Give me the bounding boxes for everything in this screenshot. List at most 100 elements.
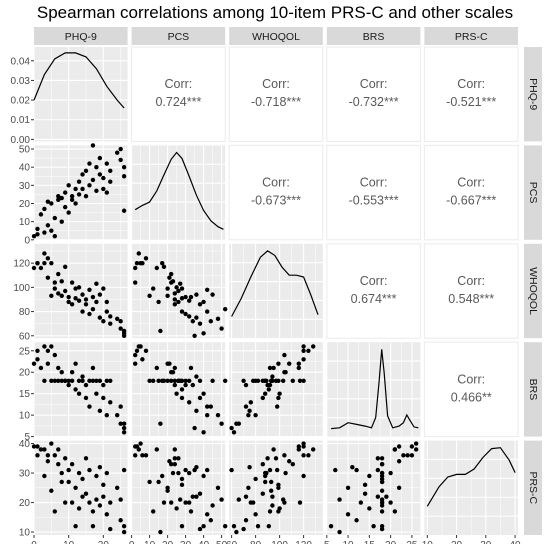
scatter-point <box>405 453 410 458</box>
scatter-point <box>194 494 199 499</box>
scatter-point <box>263 378 268 384</box>
scatter-point <box>379 488 385 493</box>
scatter-point <box>197 395 203 401</box>
scatter-point <box>179 286 185 291</box>
corr-value-pcs-brs: -0.553*** <box>349 194 399 208</box>
scatter-point <box>273 456 279 461</box>
scatter-point <box>241 526 246 532</box>
scatter-point <box>101 186 106 192</box>
scatter-point <box>31 444 37 449</box>
scatter-point <box>108 378 113 384</box>
scatter-point <box>97 315 103 320</box>
scatter-point <box>392 509 398 514</box>
scatter-point <box>201 391 206 396</box>
scatter-point <box>379 526 385 532</box>
scatter-point <box>62 264 68 269</box>
y-tick-label: 40 <box>19 439 31 450</box>
scatter-point <box>151 509 156 514</box>
y-tick-label: 80 <box>19 307 31 318</box>
scatter-point <box>192 333 197 338</box>
scatter-point <box>56 197 61 203</box>
y-tick-label: 0.03 <box>11 76 31 87</box>
scatter-point <box>392 447 398 452</box>
scatter-point <box>396 485 402 490</box>
scatter-point <box>179 482 185 488</box>
scatter-point <box>31 265 37 271</box>
scatter-point <box>161 500 167 505</box>
corr-label: Corr: <box>457 77 485 91</box>
scatter-point <box>362 491 368 496</box>
scatter-point <box>413 447 419 452</box>
scatter-point <box>188 365 194 371</box>
scatter-point <box>201 473 206 479</box>
scatter-point <box>56 447 61 452</box>
scatter-point <box>267 509 273 514</box>
scatter-point <box>215 412 221 418</box>
scatter-point <box>97 155 103 161</box>
scatter-point <box>45 361 51 366</box>
scatter-point <box>73 523 78 529</box>
scatter-point <box>138 260 143 266</box>
corr-value-pcs-prs-c: -0.667*** <box>446 194 496 208</box>
scatter-point <box>45 348 51 353</box>
scatter-point <box>45 459 51 464</box>
scatter-point <box>59 378 64 384</box>
y-tick-label: 30 <box>19 181 31 192</box>
scatter-point <box>190 494 195 499</box>
scatter-point <box>375 467 381 473</box>
scatter-point <box>345 512 351 517</box>
scatter-point <box>270 378 275 384</box>
panel-whoqol-vs-prs-c <box>423 243 519 339</box>
scatter-point <box>183 382 188 388</box>
scatter-point <box>176 299 181 305</box>
y-tick-label: 0 <box>24 235 30 246</box>
scatter-point <box>243 382 249 388</box>
scatter-point <box>73 387 78 392</box>
y-tick-label: 10 <box>19 411 31 422</box>
scatter-point <box>354 467 359 473</box>
scatter-point <box>187 378 192 384</box>
scatter-point <box>160 260 165 266</box>
x-tick-label: 15 <box>364 540 376 544</box>
scatter-point <box>42 344 47 349</box>
scatter-point <box>121 333 127 338</box>
scatter-point <box>76 192 82 197</box>
scatter-point <box>379 456 385 461</box>
scatter-point <box>267 365 273 371</box>
scatter-point <box>94 188 99 193</box>
corr-value-phq-9-pcs: 0.724*** <box>155 95 201 109</box>
panel-pcs-vs-brs <box>326 144 421 241</box>
scatter-point <box>223 378 228 384</box>
scatter-point <box>194 292 199 297</box>
scatter-point <box>35 348 40 353</box>
panel-whoqol-vs-brs <box>326 243 421 339</box>
scatter-point <box>59 470 64 476</box>
scatter-point <box>187 314 192 319</box>
scatter-point <box>328 523 334 529</box>
column-strip-prs-c <box>424 27 518 45</box>
scatter-point <box>301 357 306 362</box>
y-tick-label: 50 <box>19 145 31 156</box>
scatter-point <box>134 260 140 266</box>
corr-label: Corr: <box>165 77 193 91</box>
scatter-point <box>169 462 174 467</box>
scatter-point <box>345 485 351 490</box>
scatter-point <box>197 302 203 307</box>
scatter-point <box>101 482 106 488</box>
scatter-point <box>147 378 152 384</box>
corr-label: Corr: <box>457 176 485 190</box>
scatter-point <box>375 494 381 499</box>
scatter-point <box>69 370 75 375</box>
panel-phq-9-vs-whoqol <box>228 46 324 142</box>
scatter-point <box>147 479 152 485</box>
scatter-point <box>76 391 82 396</box>
scatter-point <box>201 331 206 336</box>
scatter-point <box>45 275 51 280</box>
scatter-point <box>187 470 192 476</box>
scatter-point <box>101 395 106 401</box>
scatter-point <box>190 319 195 324</box>
scatter-point <box>121 425 127 431</box>
scatter-point <box>87 183 92 188</box>
scatter-point <box>371 523 376 529</box>
scatter-point <box>83 297 89 302</box>
